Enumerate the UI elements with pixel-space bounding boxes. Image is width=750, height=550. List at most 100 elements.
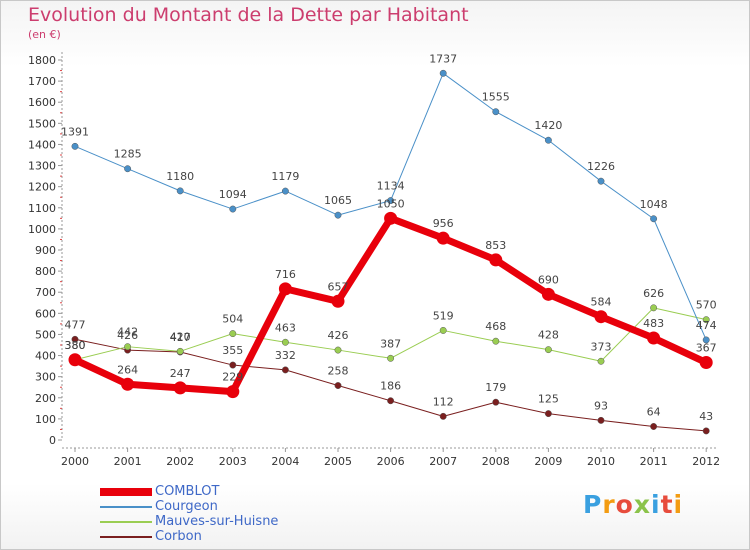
y-tick-label: 0 [49,434,56,447]
data-label-courgeon: 1420 [534,119,562,132]
data-point-comblot [121,377,135,391]
data-point-courgeon [176,187,184,195]
data-label-mauves-sur-huisne: 373 [591,340,612,353]
data-label-courgeon: 474 [696,319,717,332]
legend-label: COMBLOT [155,484,220,499]
data-point-comblot [489,253,503,267]
data-point-corbon [702,427,710,435]
data-label-mauves-sur-huisne: 426 [328,329,349,342]
legend-item-comblot: COMBLOT [100,484,278,499]
data-point-mauves-sur-huisne [334,346,342,354]
y-tick-label: 800 [35,265,56,278]
data-point-comblot [436,231,450,245]
legend-swatch [100,520,152,523]
x-tick-label: 2008 [482,455,510,468]
data-point-courgeon [71,142,79,150]
data-label-comblot: 247 [170,367,191,380]
y-tick-label: 900 [35,244,56,257]
data-label-corbon: 64 [647,405,661,418]
data-label-corbon: 426 [117,329,138,342]
y-tick-label: 400 [35,350,56,363]
data-label-courgeon: 1555 [482,91,510,104]
chart-title: Evolution du Montant de la Dette par Hab… [28,4,469,26]
data-label-corbon: 417 [170,331,191,344]
data-point-comblot [173,381,187,395]
data-point-courgeon [334,211,342,219]
data-point-comblot [699,356,713,370]
data-label-corbon: 43 [699,410,713,423]
data-point-courgeon [650,215,658,223]
data-point-comblot [68,353,82,367]
data-label-corbon: 186 [380,380,401,393]
data-point-courgeon [492,108,500,116]
data-point-mauves-sur-huisne [176,347,184,355]
data-point-courgeon [229,205,237,213]
legend-swatch [100,535,152,538]
legend-label: Mauves-sur-Huisne [155,514,279,529]
data-label-corbon: 355 [222,344,243,357]
data-point-corbon [597,416,605,424]
data-point-mauves-sur-huisne [229,330,237,338]
data-point-courgeon [439,69,447,77]
x-tick-label: 2000 [61,455,89,468]
x-tick-label: 2002 [166,455,194,468]
data-label-comblot: 229 [222,371,243,384]
data-label-mauves-sur-huisne: 626 [643,287,664,300]
y-tick-label: 100 [35,413,56,426]
y-tick-label: 1300 [28,160,56,173]
chart-legend: COMBLOT Courgeon Mauves-sur-Huisne Corbon [100,484,278,544]
data-label-comblot: 1050 [377,197,405,210]
data-label-courgeon: 1048 [640,198,668,211]
data-point-mauves-sur-huisne [439,326,447,334]
y-tick-label: 1100 [28,202,56,215]
data-label-mauves-sur-huisne: 420 [170,330,191,343]
data-point-mauves-sur-huisne [124,343,132,351]
data-label-corbon: 93 [594,399,608,412]
data-point-corbon [229,361,237,369]
data-point-comblot [331,294,345,308]
y-tick-label: 700 [35,286,56,299]
y-tick-label: 200 [35,392,56,405]
y-tick-label: 1000 [28,223,56,236]
data-label-mauves-sur-huisne: 380 [65,339,86,352]
data-point-courgeon [387,197,395,205]
data-point-mauves-sur-huisne [544,346,552,354]
proxiti-logo: Proxiti [583,490,684,519]
chart-unit-label: (en €) [28,28,61,41]
data-point-mauves-sur-huisne [597,357,605,365]
data-label-comblot: 483 [643,317,664,330]
data-point-mauves-sur-huisne [702,316,710,324]
y-tick-label: 300 [35,371,56,384]
data-label-corbon: 332 [275,349,296,362]
y-tick-label: 1800 [28,54,56,67]
data-point-corbon [334,382,342,389]
data-label-comblot: 956 [433,217,454,230]
data-label-courgeon: 1226 [587,160,615,173]
data-label-mauves-sur-huisne: 387 [380,337,401,350]
data-point-corbon [439,412,447,420]
y-tick-label: 1200 [28,181,56,194]
data-point-comblot [541,287,555,301]
data-label-mauves-sur-huisne: 463 [275,321,296,334]
data-label-comblot: 584 [591,296,612,309]
data-point-comblot [594,310,608,324]
y-tick-label: 1500 [28,117,56,130]
data-point-courgeon [702,336,710,344]
data-label-courgeon: 1179 [271,170,299,183]
x-tick-label: 2003 [219,455,247,468]
chart-data-labels: 380 264 247 229 716 657 1050 956 853 690 584 483 367… [61,52,717,423]
chart-points [68,69,713,435]
data-label-mauves-sur-huisne: 570 [696,299,717,312]
data-label-corbon: 258 [328,365,349,378]
data-point-corbon [650,423,658,430]
data-point-comblot [226,385,240,399]
data-label-comblot: 690 [538,273,559,286]
data-point-comblot [278,282,292,296]
data-label-courgeon: 1391 [61,125,89,138]
data-label-courgeon: 1737 [429,52,457,65]
data-point-comblot [384,211,398,225]
data-point-mauves-sur-huisne [650,304,658,312]
y-tick-label: 1700 [28,75,56,88]
x-tick-label: 2001 [114,455,142,468]
